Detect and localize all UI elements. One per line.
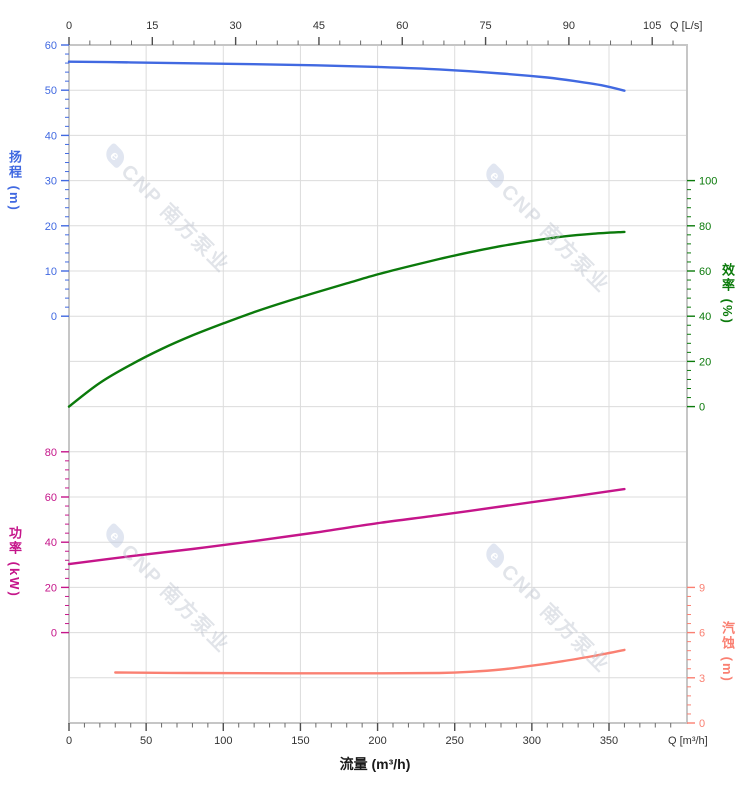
svg-text:45: 45 [313, 20, 325, 32]
gridlines [69, 45, 687, 723]
svg-text:90: 90 [563, 20, 575, 32]
svg-text:40: 40 [45, 537, 57, 549]
svg-text:60: 60 [699, 266, 711, 278]
svg-text:30: 30 [45, 176, 57, 188]
svg-text:250: 250 [446, 735, 464, 747]
svg-text:9: 9 [699, 582, 705, 594]
svg-text:80: 80 [699, 221, 711, 233]
svg-text:40: 40 [699, 311, 711, 323]
svg-text:100: 100 [214, 735, 232, 747]
svg-text:15: 15 [146, 20, 158, 32]
svg-text:150: 150 [291, 735, 309, 747]
svg-text:20: 20 [699, 356, 711, 368]
power-axis: 80 60 40 20 0 [45, 447, 69, 640]
svg-text:350: 350 [600, 735, 618, 747]
eff-axis: 100 80 60 40 20 0 [687, 176, 717, 414]
效率-curve [67, 230, 626, 408]
svg-text:0: 0 [699, 718, 705, 730]
head-axis-title: 扬程 (m) [7, 150, 22, 212]
汽蚀-curve [114, 648, 626, 675]
svg-text:0: 0 [51, 311, 57, 323]
npsh-axis: 9 6 3 0 [687, 582, 705, 730]
svg-text:60: 60 [396, 20, 408, 32]
svg-text:0: 0 [66, 735, 72, 747]
svg-text:3: 3 [699, 673, 705, 685]
svg-text:0: 0 [51, 628, 57, 640]
svg-text:0: 0 [699, 402, 705, 414]
svg-text:0: 0 [66, 20, 72, 32]
svg-text:Q [m³/h]: Q [m³/h] [668, 735, 708, 747]
npsh-axis-title: 汽蚀 (m) [720, 621, 735, 683]
svg-text:50: 50 [140, 735, 152, 747]
x-axis-title: 流量 (m³/h) [339, 756, 411, 772]
svg-text:300: 300 [523, 735, 541, 747]
svg-text:105: 105 [643, 20, 661, 32]
svg-text:60: 60 [45, 40, 57, 52]
svg-text:60: 60 [45, 492, 57, 504]
top-axis: 0 15 30 45 60 75 90 105 Q [L/s] [66, 20, 702, 45]
power-axis-title: 功率 (kW) [7, 526, 22, 598]
svg-text:6: 6 [699, 628, 705, 640]
svg-text:200: 200 [368, 735, 386, 747]
svg-text:80: 80 [45, 447, 57, 459]
svg-text:Q [L/s]: Q [L/s] [670, 20, 702, 32]
svg-text:20: 20 [45, 221, 57, 233]
svg-text:100: 100 [699, 176, 717, 188]
扬程-curve [67, 60, 626, 92]
svg-text:20: 20 [45, 582, 57, 594]
svg-text:30: 30 [230, 20, 242, 32]
head-axis: 60 50 40 30 20 10 0 [45, 40, 69, 323]
bottom-axis: 0 50 100 150 200 250 300 350 Q [m³/h] [66, 723, 708, 747]
功率-curve [67, 487, 626, 566]
svg-text:10: 10 [45, 266, 57, 278]
svg-text:50: 50 [45, 85, 57, 97]
efficiency-axis-title: 效率 (%) [720, 263, 735, 325]
svg-text:75: 75 [479, 20, 491, 32]
svg-text:40: 40 [45, 130, 57, 142]
